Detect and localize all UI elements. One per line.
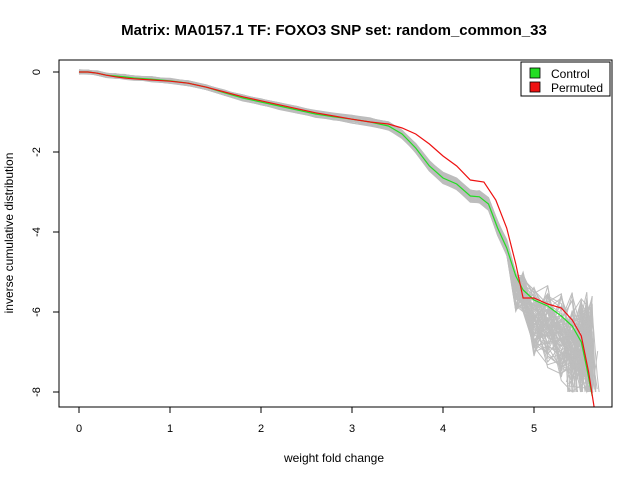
series-layer	[79, 71, 595, 408]
chart-title: Matrix: MA0157.1 TF: FOXO3 SNP set: rand…	[121, 22, 547, 39]
series-line-control	[79, 71, 593, 397]
y-tick-label: -8	[31, 387, 43, 397]
y-axis-label: inverse cumulative distribution	[2, 153, 16, 314]
x-tick-label: 1	[167, 423, 173, 435]
legend-label-control: Control	[551, 67, 590, 81]
y-axis: 0 -2 -4 -6 -8	[31, 69, 60, 397]
legend-label-permuted: Permuted	[551, 81, 603, 95]
legend-swatch-control	[529, 67, 541, 79]
background-run-line	[78, 70, 593, 393]
plot-area	[78, 69, 600, 408]
x-tick-label: 3	[349, 423, 355, 435]
x-axis-label: weight fold change	[283, 451, 384, 465]
y-tick-label: 0	[31, 69, 43, 75]
y-tick-label: -4	[31, 227, 43, 237]
series-line-permuted	[79, 71, 595, 408]
x-tick-label: 5	[531, 423, 537, 435]
x-axis: 0 1 2 3 4 5	[76, 406, 537, 435]
y-tick-label: -6	[31, 307, 43, 317]
y-tick-label: -2	[31, 147, 43, 157]
x-tick-label: 2	[258, 423, 264, 435]
legend-swatch-permuted	[529, 81, 541, 93]
x-tick-label: 0	[76, 423, 82, 435]
x-tick-label: 4	[440, 423, 446, 435]
legend: Control Permuted	[520, 61, 611, 97]
